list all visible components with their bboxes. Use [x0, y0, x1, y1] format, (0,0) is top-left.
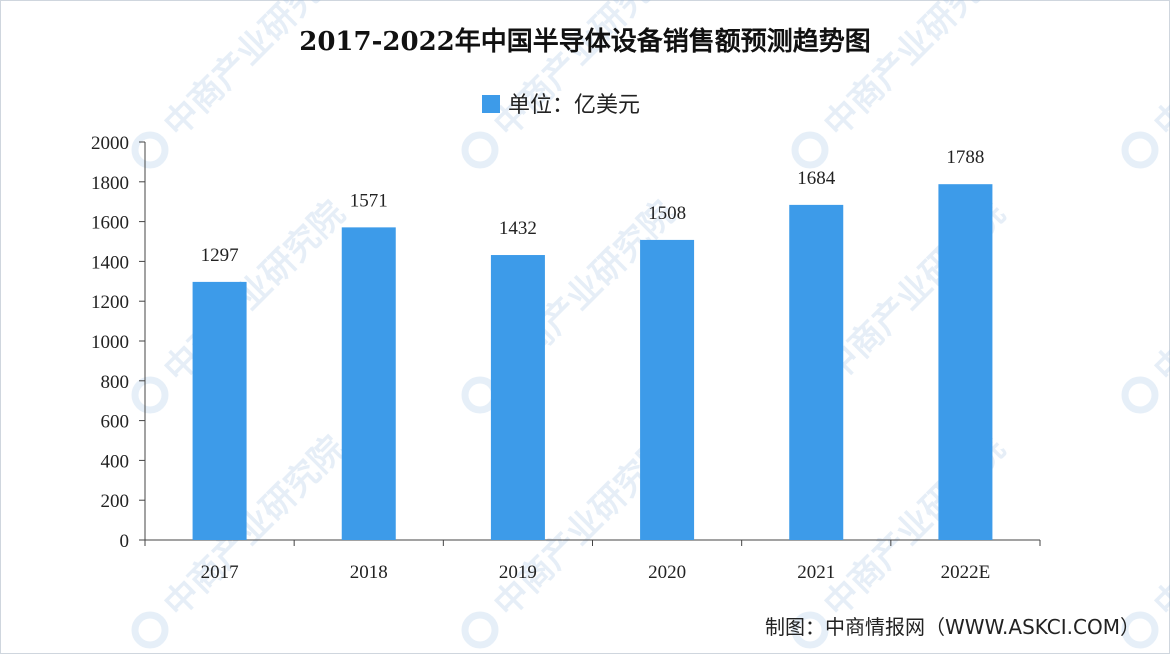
watermark-text: 中商产业研究院 [156, 193, 353, 390]
watermark-logo-icon [1121, 376, 1159, 414]
bar [341, 227, 396, 540]
data-label: 1432 [499, 218, 537, 239]
watermark: 中商产业研究院 [1121, 0, 1170, 169]
watermark-text: 中商产业研究院 [1146, 428, 1170, 625]
watermark-logo-icon [461, 376, 499, 414]
watermark-text: 中商产业研究院 [486, 0, 683, 145]
watermark-logo-icon [791, 611, 829, 649]
legend-label: 单位：亿美元 [508, 93, 640, 118]
bar [192, 281, 247, 540]
x-tick-label: 2018 [350, 562, 388, 583]
y-tick-label: 200 [101, 491, 130, 512]
x-tick-label: 2021 [797, 562, 835, 583]
x-axis: 2017 2018 2019 2020 2021 2022E [144, 539, 1041, 583]
watermark: 中商产业研究院 [1121, 193, 1170, 414]
data-label: 1508 [648, 203, 686, 224]
legend-swatch [482, 95, 500, 113]
bar-series: 1297 1571 1432 1508 1684 1788 [192, 147, 993, 541]
data-label: 1788 [946, 147, 984, 168]
watermark-logo-icon [1121, 131, 1159, 169]
y-tick-label: 800 [101, 372, 130, 393]
y-tick-label: 0 [120, 531, 130, 552]
data-label: 1571 [350, 190, 388, 211]
watermark-logo-icon [131, 131, 169, 169]
watermark-text: 中商产业研究院 [1146, 193, 1170, 390]
y-tick-label: 600 [101, 412, 130, 433]
bar [789, 204, 844, 540]
chart-title: 2017-2022年中国半导体设备销售额预测趋势图 [299, 26, 871, 57]
watermark-text: 中商产业研究院 [156, 428, 353, 625]
y-axis: 0 200 400 600 800 1000 1200 1400 1600 1800 2000 [91, 133, 146, 552]
bar [490, 255, 545, 541]
y-tick-label: 1200 [91, 292, 129, 313]
source-note: 制图：中商情报网（WWW.ASKCI.COM） [765, 615, 1140, 639]
watermark-text: 中商产业研究院 [1146, 0, 1170, 145]
watermark-text: 中商产业研究院 [816, 0, 1013, 145]
y-tick-label: 2000 [91, 133, 129, 154]
bar [938, 184, 993, 541]
x-tick-label: 2022E [941, 562, 991, 583]
y-tick-label: 400 [101, 451, 130, 472]
data-label: 1297 [201, 245, 239, 266]
data-label: 1684 [797, 168, 836, 189]
watermark-text: 中商产业研究院 [156, 0, 353, 145]
y-tick-label: 1800 [91, 173, 129, 194]
x-tick-label: 2019 [499, 562, 537, 583]
y-tick-label: 1000 [91, 332, 129, 353]
watermark-logo-icon [461, 611, 499, 649]
bar [640, 239, 695, 540]
x-tick-label: 2017 [201, 562, 239, 583]
watermark-logo-icon [461, 131, 499, 169]
watermark-logo-icon [131, 611, 169, 649]
watermark-logo-icon [1121, 611, 1159, 649]
y-tick-label: 1400 [91, 252, 129, 273]
x-tick-label: 2020 [648, 562, 686, 583]
watermark-logo-icon [131, 376, 169, 414]
watermark-logo-icon [791, 131, 829, 169]
y-tick-label: 1600 [91, 213, 129, 234]
